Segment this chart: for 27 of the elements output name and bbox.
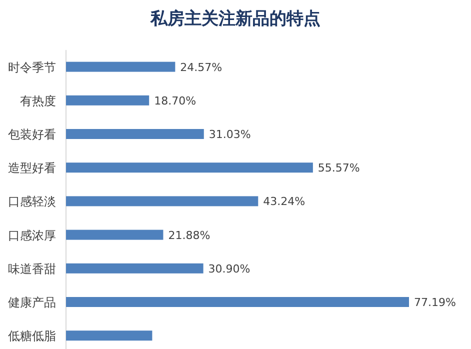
y-tick-label: 包装好看 xyxy=(8,128,56,142)
y-tick-label: 健康产品 xyxy=(8,296,56,310)
bar xyxy=(66,297,409,307)
bar xyxy=(66,95,150,106)
data-label: 21.88% xyxy=(168,228,210,242)
chart-title: 私房主关注新品的特点 xyxy=(150,9,320,29)
y-tick-label: 口感浓厚 xyxy=(8,228,56,242)
data-label: 30.90% xyxy=(208,262,250,276)
data-label: 18.70% xyxy=(154,94,196,108)
y-tick-label: 低糖低脂 xyxy=(8,329,56,344)
bar xyxy=(66,263,204,274)
y-tick-label: 有热度 xyxy=(20,94,56,108)
bar xyxy=(66,330,152,341)
bar xyxy=(66,196,258,206)
bar xyxy=(66,62,176,72)
y-tick-label: 造型好看 xyxy=(8,161,56,176)
bar xyxy=(66,129,204,139)
bar xyxy=(66,162,313,173)
data-label: 24.57% xyxy=(180,60,222,74)
data-label: 43.24% xyxy=(263,195,306,208)
data-label: 31.03% xyxy=(208,128,251,141)
y-tick-label: 口感轻淡 xyxy=(8,194,56,209)
y-tick-label: 味道香甜 xyxy=(8,262,56,276)
y-tick-label: 时令季节 xyxy=(8,60,56,74)
data-label: 77.19% xyxy=(414,296,456,309)
bar xyxy=(66,230,164,240)
data-label: 55.57% xyxy=(318,162,360,175)
